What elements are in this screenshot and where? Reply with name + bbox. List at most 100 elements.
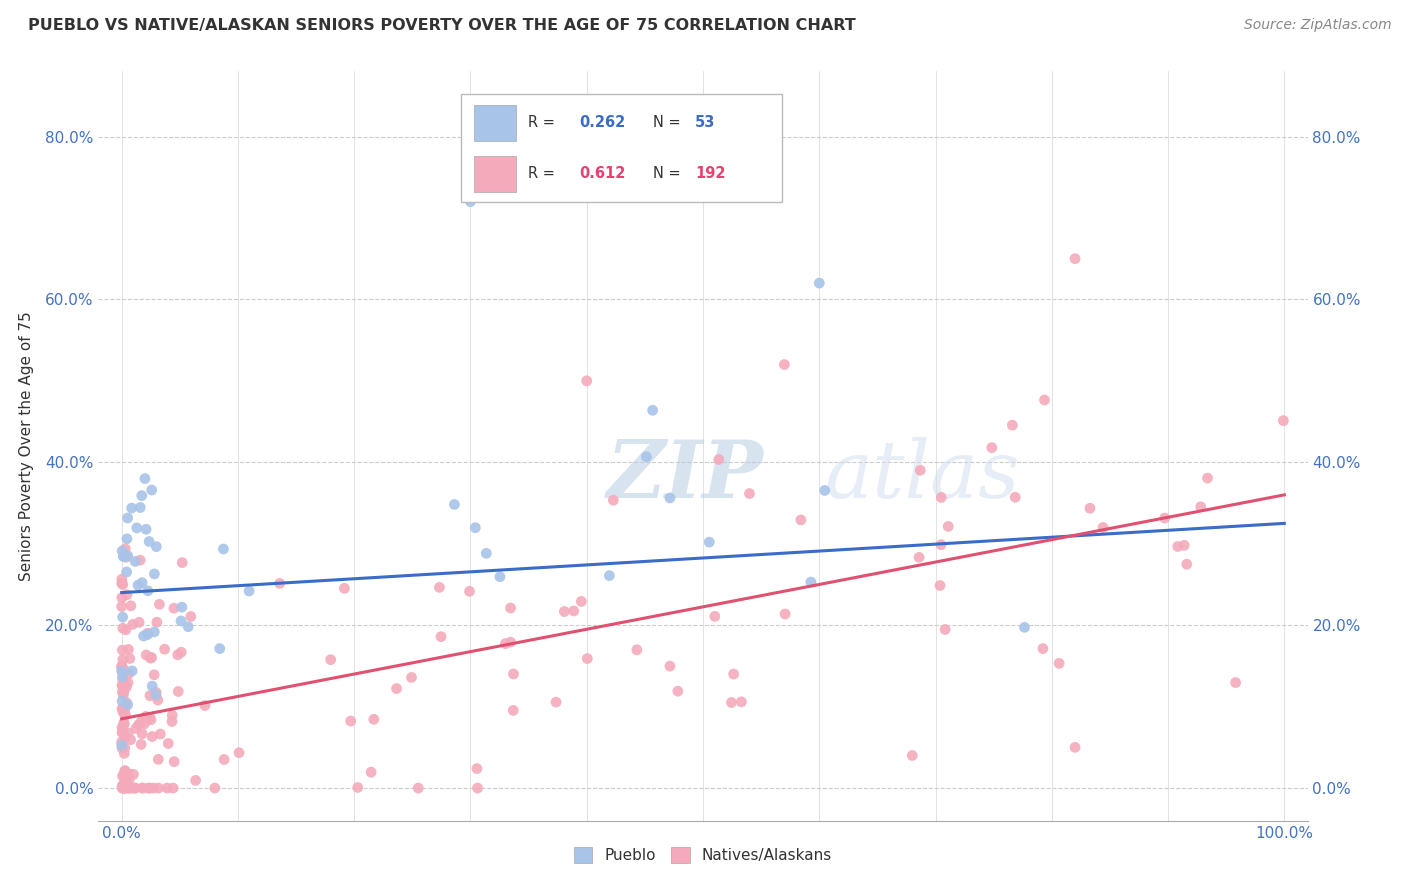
Point xyxy=(111,643,134,657)
Point xyxy=(723,667,745,681)
Point xyxy=(129,500,152,515)
Point xyxy=(135,648,157,662)
Point xyxy=(1189,500,1212,514)
Point xyxy=(1197,471,1219,485)
Point xyxy=(908,550,931,565)
Point xyxy=(112,767,135,781)
Point xyxy=(166,648,188,662)
Point xyxy=(115,565,138,579)
Point xyxy=(602,493,624,508)
Point xyxy=(114,703,136,717)
Point xyxy=(112,778,135,792)
Point xyxy=(773,358,796,372)
Point xyxy=(1064,740,1087,755)
Point xyxy=(112,777,135,791)
Point xyxy=(430,630,453,644)
Point xyxy=(499,635,522,649)
Point xyxy=(1004,490,1026,504)
Point xyxy=(738,486,761,500)
Point xyxy=(118,780,141,795)
Point xyxy=(111,702,134,716)
Point xyxy=(1272,414,1295,428)
Point xyxy=(1092,520,1115,534)
Point xyxy=(138,780,160,795)
Point xyxy=(489,570,512,584)
Point xyxy=(406,780,429,795)
Point xyxy=(115,680,138,694)
Point xyxy=(163,755,186,769)
Point xyxy=(143,566,166,581)
Point xyxy=(124,554,146,568)
Point xyxy=(120,780,142,795)
Point xyxy=(111,780,134,795)
Point xyxy=(139,651,162,665)
Point xyxy=(117,780,139,795)
Point xyxy=(111,694,134,708)
Point xyxy=(127,578,149,592)
Point xyxy=(1033,392,1056,407)
Point xyxy=(129,714,152,729)
Point xyxy=(114,731,136,745)
Point xyxy=(562,604,585,618)
Point xyxy=(118,772,141,786)
Point xyxy=(118,666,141,681)
Point xyxy=(576,651,599,665)
Point xyxy=(502,667,524,681)
Point xyxy=(112,665,135,679)
Point xyxy=(148,752,170,766)
Point xyxy=(115,588,138,602)
Point xyxy=(112,549,135,564)
Point xyxy=(142,780,165,795)
Point xyxy=(136,627,159,641)
Point xyxy=(136,626,159,640)
Point xyxy=(934,623,956,637)
Point xyxy=(115,696,138,710)
Point xyxy=(111,572,134,586)
Point xyxy=(135,709,157,723)
Point xyxy=(184,773,207,788)
Legend: Pueblo, Natives/Alaskans: Pueblo, Natives/Alaskans xyxy=(568,841,838,869)
Point xyxy=(363,712,385,726)
Point xyxy=(111,661,134,675)
Point xyxy=(124,780,146,795)
Point xyxy=(125,521,148,535)
Point xyxy=(170,645,193,659)
Point xyxy=(111,591,134,605)
Point xyxy=(111,599,134,614)
Point xyxy=(666,684,689,698)
Point xyxy=(148,597,170,611)
Point xyxy=(149,727,172,741)
Point xyxy=(980,441,1002,455)
Point xyxy=(339,714,361,728)
Point xyxy=(114,780,136,795)
Point xyxy=(122,780,145,795)
Point xyxy=(141,730,163,744)
Point xyxy=(153,642,176,657)
Point xyxy=(141,679,163,693)
Point xyxy=(114,764,136,779)
Point xyxy=(575,374,598,388)
Point xyxy=(1175,558,1198,572)
Point xyxy=(569,594,592,608)
Point xyxy=(112,549,135,563)
Point xyxy=(929,538,952,552)
Point xyxy=(269,576,291,591)
Point xyxy=(111,659,134,673)
Point xyxy=(112,780,135,795)
Point xyxy=(360,765,382,780)
Point xyxy=(131,727,153,741)
Point xyxy=(139,689,162,703)
Point xyxy=(111,621,134,635)
Point xyxy=(162,780,184,795)
Point xyxy=(114,767,136,781)
Point xyxy=(401,670,423,684)
Point xyxy=(1014,620,1036,634)
Point xyxy=(208,641,231,656)
Point xyxy=(177,620,200,634)
Point xyxy=(129,553,152,567)
Point xyxy=(194,698,217,713)
Point xyxy=(1153,511,1175,525)
Text: Source: ZipAtlas.com: Source: ZipAtlas.com xyxy=(1244,18,1392,32)
Y-axis label: Seniors Poverty Over the Age of 75: Seniors Poverty Over the Age of 75 xyxy=(18,311,34,581)
Point xyxy=(114,764,136,778)
